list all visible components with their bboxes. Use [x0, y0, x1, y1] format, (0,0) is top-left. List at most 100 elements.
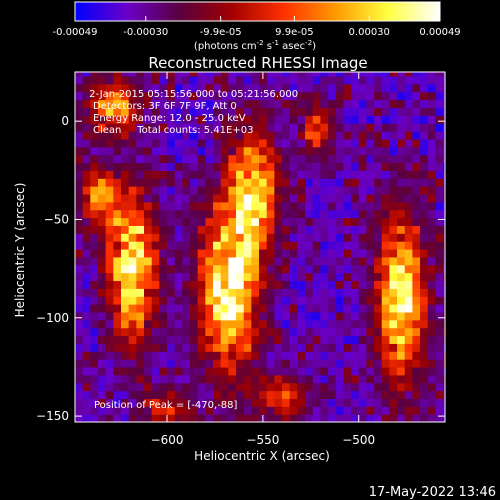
heatmap-cell	[98, 351, 107, 360]
heatmap-cell	[305, 296, 314, 305]
heatmap-cell	[389, 343, 398, 352]
heatmap-cell	[374, 366, 383, 376]
heatmap-cell	[128, 280, 137, 289]
heatmap-cell	[159, 217, 168, 226]
heatmap-cell	[205, 72, 214, 77]
heatmap-cell	[259, 193, 268, 203]
heatmap-cell	[75, 107, 84, 116]
heatmap-cell	[75, 272, 84, 282]
heatmap-cell	[213, 154, 222, 164]
heatmap-cell	[397, 170, 406, 179]
heatmap-cell	[82, 335, 91, 344]
heatmap-cell	[90, 178, 99, 187]
heatmap-cell	[335, 343, 344, 352]
heatmap-cell	[259, 264, 268, 274]
heatmap-cell	[190, 304, 199, 313]
heatmap-cell	[328, 311, 337, 321]
heatmap-cell	[205, 130, 214, 140]
heatmap-cell	[412, 390, 421, 400]
heatmap-cell	[98, 233, 107, 242]
heatmap-cell	[167, 264, 176, 274]
heatmap-cell	[358, 130, 367, 140]
heatmap-cell	[266, 225, 275, 234]
heatmap-cell	[259, 107, 268, 116]
heatmap-cell	[366, 75, 375, 85]
heatmap-cell	[220, 406, 229, 415]
heatmap-cell	[335, 107, 344, 116]
heatmap-cell	[443, 99, 445, 108]
heatmap-cell	[420, 193, 429, 203]
heatmap-cell	[220, 83, 229, 93]
heatmap-cell	[374, 311, 383, 321]
heatmap-cell	[251, 406, 260, 415]
heatmap-cell	[159, 311, 168, 321]
heatmap-cell	[420, 414, 429, 422]
heatmap-cell	[105, 217, 114, 226]
heatmap-cell	[128, 406, 137, 415]
heatmap-cell	[297, 201, 306, 211]
heatmap-cell	[213, 248, 222, 258]
heatmap-cell	[351, 366, 360, 376]
heatmap-cell	[397, 327, 406, 337]
heatmap-cell	[259, 201, 268, 211]
heatmap-cell	[404, 83, 414, 93]
heatmap-cell	[182, 264, 191, 274]
heatmap-cell	[220, 123, 229, 132]
heatmap-cell	[289, 75, 298, 85]
heatmap-cell	[435, 296, 444, 305]
heatmap-cell	[220, 414, 229, 422]
heatmap-cell	[266, 304, 275, 313]
heatmap-cell	[243, 99, 252, 108]
heatmap-cell	[136, 272, 145, 282]
heatmap-cell	[167, 170, 176, 179]
heatmap-cell	[220, 201, 229, 211]
heatmap-cell	[374, 335, 383, 344]
heatmap-cell	[205, 296, 214, 305]
heatmap-cell	[228, 241, 237, 250]
heatmap-cell	[220, 248, 229, 258]
heatmap-cell	[113, 335, 122, 344]
heatmap-cell	[213, 107, 222, 116]
annotation-line-detectors: Detectors: 3F 6F 7F 9F, Att 0	[93, 101, 237, 112]
heatmap-cell	[228, 311, 237, 321]
heatmap-cell	[144, 264, 153, 274]
heatmap-cell	[289, 414, 298, 422]
heatmap-cell	[374, 304, 383, 313]
heatmap-cell	[228, 248, 237, 258]
heatmap-cell	[412, 343, 421, 352]
heatmap-cell	[98, 280, 107, 289]
heatmap-cell	[151, 72, 160, 77]
heatmap-cell	[144, 327, 153, 337]
heatmap-cell	[197, 390, 206, 400]
heatmap-cell	[335, 366, 344, 376]
heatmap-cell	[82, 382, 91, 392]
heatmap-cell	[297, 319, 306, 329]
heatmap-cell	[297, 241, 306, 250]
heatmap-cell	[289, 311, 298, 321]
heatmap-cell	[136, 304, 145, 313]
heatmap-cell	[190, 217, 199, 226]
heatmap-cell	[128, 248, 137, 258]
heatmap-cell	[312, 272, 321, 282]
heatmap-cell	[427, 390, 437, 400]
heatmap-cell	[136, 374, 145, 384]
heatmap-cell	[75, 296, 84, 305]
heatmap-cell	[205, 311, 214, 321]
heatmap-cell	[220, 241, 229, 250]
heatmap-cell	[251, 91, 260, 101]
heatmap-cell	[297, 272, 306, 282]
heatmap-cell	[167, 154, 176, 164]
heatmap-cell	[358, 115, 367, 124]
heatmap-cell	[190, 209, 199, 219]
heatmap-cell	[98, 327, 107, 337]
heatmap-cell	[121, 241, 130, 250]
heatmap-cell	[174, 186, 183, 195]
heatmap-cell	[213, 209, 222, 219]
heatmap-cell	[320, 146, 329, 156]
heatmap-cell	[335, 327, 344, 337]
heatmap-cell	[282, 225, 291, 234]
heatmap-cell	[320, 123, 329, 132]
heatmap-cell	[259, 248, 268, 258]
heatmap-cell	[374, 256, 383, 266]
heatmap-cell	[167, 406, 176, 415]
